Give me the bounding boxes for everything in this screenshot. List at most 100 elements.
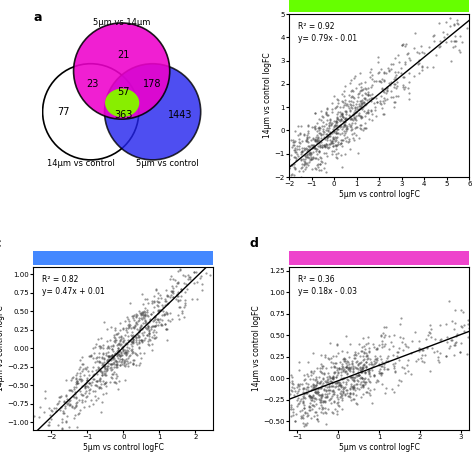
Point: [324, 390, 331, 397]
Point: [292, 127, 299, 134]
Point: [323, 124, 330, 131]
Point: [312, 395, 319, 403]
Point: [303, 389, 310, 396]
Point: [118, 357, 126, 364]
Point: [310, 143, 317, 151]
Point: [326, 136, 334, 143]
Point: [361, 369, 369, 376]
Point: [78, 382, 85, 390]
Point: [346, 385, 354, 392]
Point: [182, 296, 189, 304]
Point: [356, 112, 364, 120]
Point: [158, 321, 166, 329]
Point: [331, 405, 339, 413]
Point: [322, 109, 330, 117]
Point: [339, 356, 346, 363]
Point: [333, 154, 340, 162]
Point: [103, 364, 111, 372]
Point: [419, 347, 427, 354]
Point: [324, 405, 331, 413]
Point: [130, 324, 138, 332]
Point: [435, 19, 442, 27]
Point: [340, 102, 348, 109]
Point: [335, 381, 343, 388]
Point: [113, 341, 121, 348]
Point: [93, 358, 100, 365]
Point: [439, 28, 447, 36]
Point: [76, 388, 84, 395]
Point: [360, 99, 368, 106]
Point: [310, 369, 317, 377]
Point: [339, 98, 347, 105]
Point: [352, 106, 359, 114]
Point: [373, 356, 381, 364]
Point: [339, 379, 347, 386]
Point: [376, 365, 383, 372]
Point: [346, 384, 353, 392]
Point: [396, 356, 403, 363]
Point: [99, 369, 106, 377]
Point: [351, 114, 358, 122]
Point: [92, 381, 100, 389]
Point: [78, 368, 85, 375]
Point: [310, 385, 318, 392]
Point: [120, 349, 128, 357]
Point: [327, 354, 335, 362]
Point: [337, 365, 345, 373]
Point: [104, 352, 111, 360]
Point: [327, 130, 334, 138]
Point: [352, 391, 360, 399]
Point: [318, 112, 326, 120]
Point: [127, 340, 135, 348]
Point: [378, 85, 386, 92]
Point: [346, 106, 354, 114]
Point: [120, 360, 128, 367]
Text: 21: 21: [117, 50, 129, 60]
Point: [334, 125, 341, 133]
Point: [339, 111, 346, 118]
Point: [297, 156, 305, 164]
Point: [97, 344, 105, 351]
Point: [342, 107, 349, 115]
Point: [372, 360, 379, 367]
Point: [119, 334, 127, 342]
Point: [177, 287, 185, 295]
Point: [377, 65, 385, 72]
Point: [83, 376, 91, 383]
Point: [356, 364, 364, 371]
Point: [342, 126, 349, 133]
Point: [70, 393, 78, 400]
Point: [362, 359, 370, 366]
Point: [331, 117, 338, 125]
Point: [339, 113, 346, 120]
Point: [113, 347, 121, 355]
Point: [347, 97, 355, 105]
Point: [80, 391, 87, 398]
Point: [344, 122, 351, 129]
Point: [140, 336, 147, 344]
Point: [383, 95, 391, 103]
Point: [322, 409, 329, 417]
Point: [450, 21, 458, 28]
Point: [78, 391, 86, 398]
Point: [110, 378, 118, 386]
Point: [141, 318, 149, 325]
Point: [329, 382, 337, 390]
Point: [357, 86, 365, 94]
Point: [111, 350, 119, 357]
Point: [317, 396, 324, 404]
Point: [294, 381, 301, 389]
Point: [435, 43, 442, 51]
Point: [315, 148, 323, 155]
Point: [309, 143, 317, 150]
Point: [289, 383, 296, 391]
Point: [444, 339, 451, 346]
Point: [332, 118, 339, 126]
Point: [329, 135, 337, 143]
Point: [78, 396, 85, 403]
Point: [169, 289, 177, 297]
Point: [306, 399, 314, 406]
Point: [168, 315, 176, 323]
Point: [346, 374, 353, 381]
Point: [353, 358, 360, 365]
